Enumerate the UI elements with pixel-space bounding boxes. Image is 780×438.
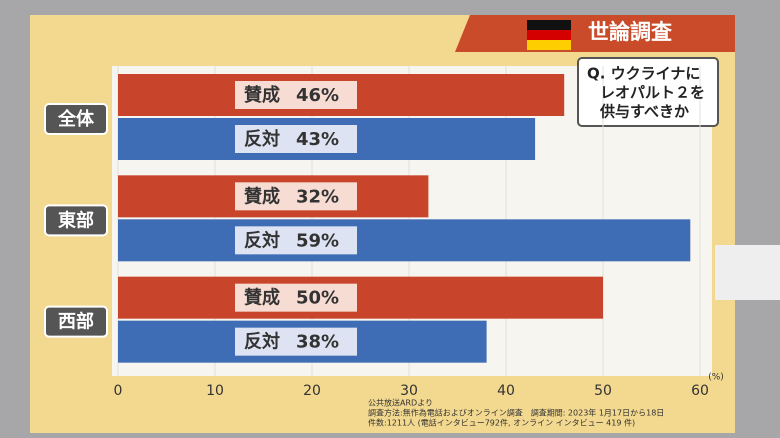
category-box <box>44 103 108 135</box>
x-unit: (%) <box>708 373 724 383</box>
category-label: 全体 <box>57 108 95 130</box>
value-label-box <box>235 125 357 153</box>
question-line: Q. ウクライナに <box>587 65 700 83</box>
bar <box>118 219 691 262</box>
flag-gold <box>527 40 571 50</box>
x-tick-label: 0 <box>114 383 123 399</box>
flag-black <box>527 20 571 30</box>
category-label: 西部 <box>58 311 94 333</box>
value-label-box <box>235 81 357 109</box>
x-tick-label: 40 <box>497 383 515 399</box>
value-label-box <box>235 182 357 211</box>
series-label: 賛成 <box>244 84 280 106</box>
category-label: 東部 <box>58 209 94 231</box>
x-tick-label: 60 <box>691 383 709 399</box>
value-label-box <box>235 226 357 255</box>
x-tick-label: 10 <box>206 383 224 399</box>
overlay <box>715 245 780 300</box>
category-box <box>44 204 108 237</box>
series-label: 賛成 <box>244 185 280 207</box>
question-line: 供与すべきか <box>599 103 689 121</box>
value-label: 43% <box>296 129 339 150</box>
source-note: 件数:1211人 (電話インタビュー792件, オンライン インタビュー 419… <box>368 418 635 428</box>
x-tick-label: 20 <box>303 383 321 399</box>
source-note: 公共放送ARDより <box>368 398 433 408</box>
value-label: 32% <box>296 186 339 207</box>
x-tick-label: 30 <box>400 383 418 399</box>
value-label: 50% <box>296 288 339 309</box>
question-line: レオパルト２を <box>600 84 705 102</box>
category-box <box>44 305 108 338</box>
chart-title: 世論調査 <box>588 20 672 44</box>
question-box <box>577 57 719 127</box>
flag-red <box>527 30 571 40</box>
bar <box>118 276 603 319</box>
value-label-box <box>235 327 357 356</box>
series-label: 賛成 <box>244 287 280 309</box>
x-tick-label: 50 <box>594 383 612 399</box>
value-label-box <box>235 283 357 312</box>
series-label: 反対 <box>244 331 280 353</box>
value-label: 46% <box>296 85 339 106</box>
value-label: 38% <box>296 332 339 353</box>
source-note: 調査方法:無作為電話およびオンライン調査 調査期間: 2023年 1月17日から… <box>368 408 664 418</box>
value-label: 59% <box>296 230 339 251</box>
series-label: 反対 <box>244 229 280 251</box>
series-label: 反対 <box>244 128 280 150</box>
title-banner <box>455 15 735 52</box>
